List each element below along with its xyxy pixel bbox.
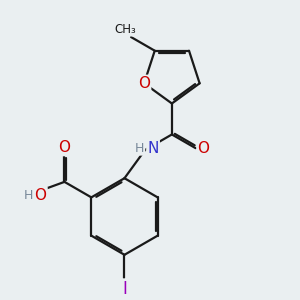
Text: O: O (138, 76, 150, 91)
Text: O: O (198, 141, 210, 156)
Text: O: O (34, 188, 46, 203)
Text: N: N (147, 141, 159, 156)
Text: I: I (122, 280, 127, 298)
Text: H: H (24, 189, 34, 202)
Text: CH₃: CH₃ (115, 22, 136, 35)
Text: O: O (58, 140, 70, 155)
Text: H: H (135, 142, 144, 154)
